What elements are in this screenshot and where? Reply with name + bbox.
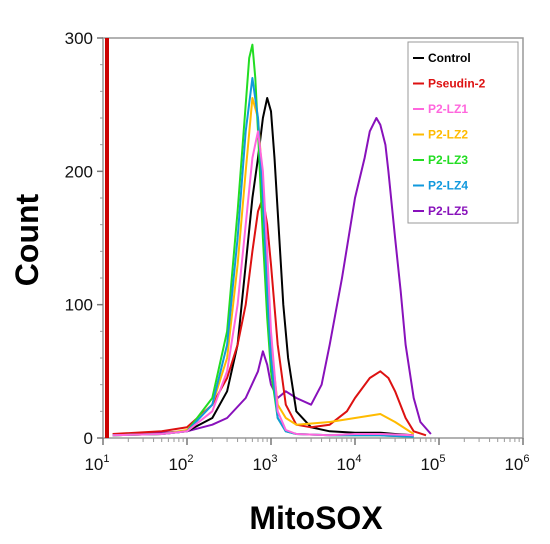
y-tick-label: 300 [65, 29, 93, 48]
series-line-p2-lz1 [112, 130, 414, 437]
x-tick-base: 10 [84, 455, 103, 474]
y-axis-title: Count [9, 193, 45, 286]
x-tick-base: 10 [504, 455, 523, 474]
x-tick-label: 105 [420, 453, 445, 474]
y-tick-label: 100 [65, 296, 93, 315]
x-axis-title: MitoSOX [249, 500, 383, 536]
legend-label: P2-LZ3 [428, 153, 468, 167]
x-tick-label: 103 [252, 453, 277, 474]
legend: Control Pseudin-2 P2-LZ1 P2-LZ2 P2-LZ3 P2-LZ4… [407, 41, 519, 224]
x-tick-exponent: 5 [439, 453, 445, 465]
x-tick-label: 104 [336, 453, 361, 474]
x-tick-base: 10 [252, 455, 271, 474]
legend-items: Control Pseudin-2 P2-LZ1 P2-LZ2 P2-LZ3 P2-LZ4… [413, 51, 486, 218]
x-tick-label: 101 [84, 453, 109, 474]
x-tick-exponent: 3 [271, 453, 277, 465]
legend-label: P2-LZ2 [428, 128, 468, 142]
x-tick-base: 10 [420, 455, 439, 474]
legend-box [407, 41, 519, 224]
x-tick-exponent: 1 [103, 453, 109, 465]
x-tick-exponent: 4 [355, 453, 361, 465]
legend-label: Pseudin-2 [428, 77, 486, 91]
x-tick-exponent: 6 [523, 453, 529, 465]
x-tick-label: 106 [504, 453, 529, 474]
legend-label: P2-LZ1 [428, 102, 468, 116]
series-line-p2-lz5 [112, 117, 432, 437]
x-tick-base: 10 [168, 455, 187, 474]
x-tick-base: 10 [336, 455, 355, 474]
series-layer [112, 43, 432, 438]
series-line-control [112, 97, 414, 437]
legend-label: P2-LZ5 [428, 204, 468, 218]
x-tick-label: 102 [168, 453, 193, 474]
legend-label: Control [428, 51, 471, 65]
legend-label: P2-LZ4 [428, 179, 468, 193]
y-axis: 0 100 200 300 [65, 29, 103, 448]
series-line-pseudin-2 [112, 197, 427, 437]
y-tick-label: 200 [65, 162, 93, 181]
y-tick-label: 0 [84, 429, 93, 448]
x-axis: 101 102 103 104 105 106 [84, 438, 530, 474]
x-tick-exponent: 2 [187, 453, 193, 465]
